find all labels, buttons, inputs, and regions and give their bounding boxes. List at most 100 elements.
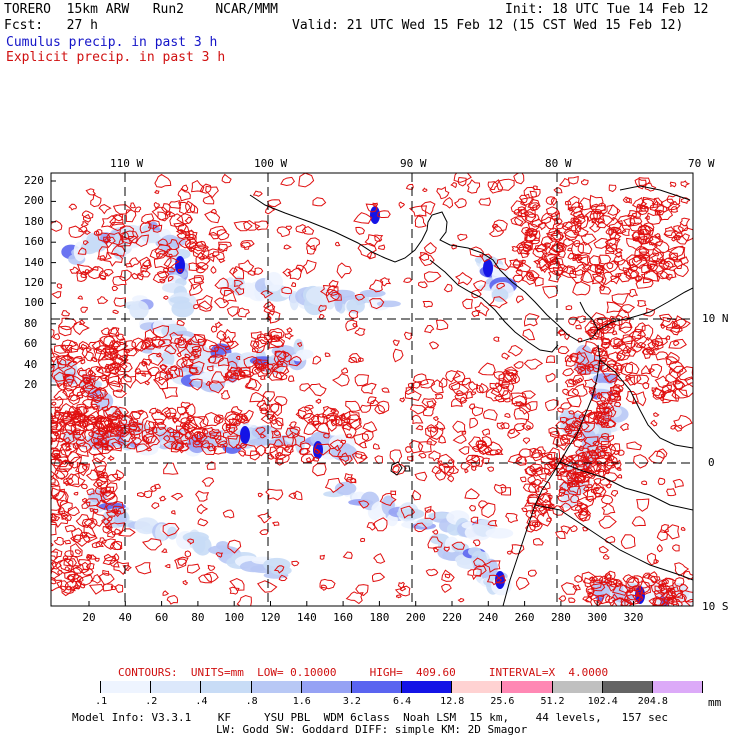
colorbar-swatch <box>402 681 453 693</box>
left-tick-label: 140 <box>24 255 44 269</box>
colorbar-label: .1 <box>95 696 108 707</box>
left-tick-label: 100 <box>24 296 44 310</box>
lat-label-10s: 10 S <box>702 600 729 613</box>
precip-shade-cell <box>280 287 293 298</box>
colorbar-label: 102.4 <box>587 696 618 707</box>
colorbar-swatch <box>201 681 252 693</box>
precip-shade-cell <box>167 526 178 540</box>
precip-shade-cell <box>491 288 509 302</box>
lon-label-90w: 90 W <box>400 157 427 170</box>
precip-shade-cell <box>129 300 149 320</box>
precip-shade-cell <box>485 528 514 539</box>
hispaniola-coastline <box>619 185 691 201</box>
left-tick-label: 180 <box>24 214 44 228</box>
precip-shade-cell <box>161 350 175 368</box>
valid-time: Valid: 21 UTC Wed 15 Feb 12 (15 CST Wed … <box>292 18 684 33</box>
precip-shade-cell <box>581 429 597 449</box>
explicit-legend-label: Explicit precip. in past 3 h <box>6 50 226 65</box>
south-america-west-coast <box>502 344 601 606</box>
left-tick-label: 120 <box>24 276 44 289</box>
precip-shade-cell <box>376 300 401 308</box>
left-tick-label: 200 <box>24 194 44 208</box>
precip-core <box>175 256 185 274</box>
lat-label-eq: 0 <box>708 456 715 469</box>
colorbar-swatch <box>101 681 152 693</box>
precip-shade-cell <box>270 565 292 576</box>
colorbar-swatch <box>151 681 202 693</box>
explicit-precip-contours <box>51 173 693 606</box>
precip-shade-cell <box>193 536 212 556</box>
colorbar-swatch <box>301 681 352 693</box>
precip-core <box>370 206 380 224</box>
left-tick-label: 20 <box>24 378 38 391</box>
bottom-tick-label: 60 <box>154 611 169 624</box>
bottom-tick-label: 140 <box>296 611 317 624</box>
precip-core <box>240 426 250 444</box>
precip-shade-cell <box>428 512 452 519</box>
colorbar-label: 204.8 <box>637 696 668 707</box>
bottom-tick-label: 40 <box>118 611 132 624</box>
lat-label-10n: 10 N <box>702 312 729 325</box>
precip-shade-cell <box>346 298 365 314</box>
colorbar-swatch <box>652 681 703 693</box>
galapagos-islands <box>390 461 411 476</box>
colorbar-label: 12.8 <box>440 696 465 707</box>
precip-shade-cell <box>169 296 190 304</box>
model-info-line-2: LW: Godd SW: Goddard DIFF: simple KM: 2D… <box>216 723 528 736</box>
colorbar-label: 1.6 <box>292 696 311 707</box>
bottom-tick-label: 300 <box>587 611 608 624</box>
bottom-tick-label: 200 <box>405 611 426 624</box>
lon-label-80w: 80 W <box>545 157 572 170</box>
colorbar-units: mm <box>708 696 722 709</box>
left-tick-label: 80 <box>24 316 38 330</box>
lat-lon-grid <box>51 173 693 606</box>
colorbar-swatch <box>51 681 102 693</box>
init-time: Init: 18 UTC Tue 14 Feb 12 <box>505 2 709 17</box>
model-title: TORERO 15km ARW Run2 NCAR/MMM <box>4 2 278 17</box>
bottom-tick-label: 100 <box>224 611 245 624</box>
south-america-coastline <box>597 287 693 331</box>
colorbar-label: .2 <box>145 696 158 707</box>
precip-shade-cell <box>416 518 433 528</box>
model-info-line-1: Model Info: V3.3.1 KF YSU PBL WDM 6class… <box>72 711 669 724</box>
colorbar-swatch <box>251 681 302 693</box>
coastlines <box>249 185 693 606</box>
precip-shade-cell <box>334 294 343 312</box>
precip-shade-cell <box>296 349 314 360</box>
contour-lines <box>51 173 693 606</box>
colorbar-label: 3.2 <box>342 696 361 707</box>
bottom-tick-label: 280 <box>550 611 571 624</box>
bottom-tick-label: 120 <box>260 611 281 624</box>
lon-label-110w: 110 W <box>110 157 144 170</box>
forecast-hour: Fcst: 27 h <box>4 18 98 33</box>
colorbar-label: 6.4 <box>393 696 412 707</box>
colorbar-label: .4 <box>195 696 208 707</box>
precip-shade-cell <box>559 494 579 509</box>
bottom-tick-label: 180 <box>369 611 390 624</box>
precip-shade-cell <box>591 388 610 395</box>
colorbar-label: 51.2 <box>540 696 565 707</box>
bottom-tick-label: 80 <box>191 611 205 624</box>
bottom-tick-label: 240 <box>478 611 499 624</box>
map-frame <box>50 172 694 607</box>
country-borders <box>534 359 693 581</box>
colorbar-swatch <box>602 681 653 693</box>
bottom-tick-label: 160 <box>333 611 354 624</box>
precip-shade-cell <box>264 272 283 292</box>
cumulus-legend-label: Cumulus precip. in past 3 h <box>6 35 218 50</box>
bottom-tick-label: 20 <box>82 611 96 624</box>
colorbar-swatch <box>351 681 403 693</box>
left-tick-label: 60 <box>24 337 38 351</box>
colorbar-swatch <box>502 681 553 693</box>
precip-shade-cell <box>331 444 358 462</box>
lon-label-100w: 100 W <box>254 157 288 170</box>
central-america-coastline <box>249 194 599 343</box>
precip-core <box>483 259 493 277</box>
precip-shade-cell <box>334 481 357 496</box>
colorbar-swatch <box>552 681 603 693</box>
precip-shade-cell <box>171 300 195 318</box>
left-tick-label: 220 <box>24 174 44 187</box>
left-tick-label: 40 <box>24 357 38 371</box>
colorbar-label: .8 <box>245 696 258 707</box>
